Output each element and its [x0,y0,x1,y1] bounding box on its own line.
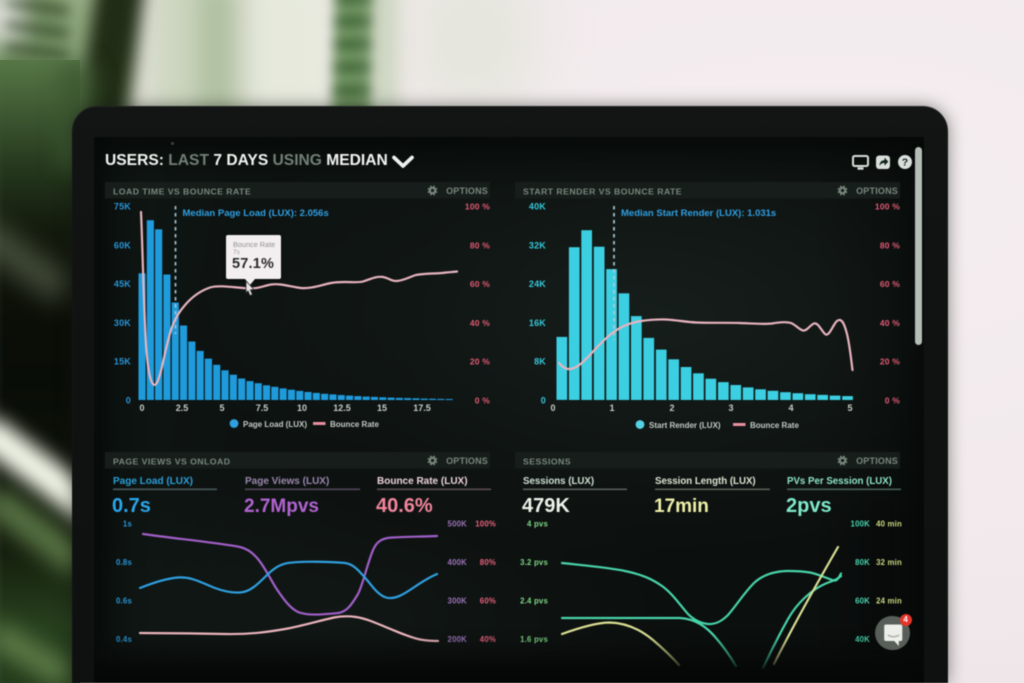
svg-text:Sessions (LUX): Sessions (LUX) [523,476,594,487]
svg-text:Bounce Rate: Bounce Rate [330,420,379,429]
svg-text:60 %: 60 % [880,279,900,289]
svg-text:LOAD TIME VS BOUNCE RATE: LOAD TIME VS BOUNCE RATE [113,187,251,197]
svg-text:8K: 8K [534,357,546,367]
svg-text:32 min: 32 min [876,558,902,567]
svg-text:75K: 75K [114,202,131,212]
svg-text:24 min: 24 min [876,597,902,606]
svg-text:3: 3 [728,403,733,413]
svg-text:60K: 60K [114,240,131,250]
svg-text:100%: 100% [475,520,496,529]
svg-text:Bounce Rate: Bounce Rate [750,421,799,430]
svg-text:80 %: 80 % [470,240,490,250]
svg-text:SESSIONS: SESSIONS [523,457,571,467]
svg-text:Bounce Rate (LUX): Bounce Rate (LUX) [377,476,468,487]
svg-text:32K: 32K [529,240,546,250]
svg-text:0: 0 [139,403,144,413]
svg-text:Median Page Load (LUX): 2.056s: Median Page Load (LUX): 2.056s [183,208,329,219]
svg-text:40 %: 40 % [470,318,490,328]
svg-text:30K: 30K [114,318,131,328]
svg-text:15K: 15K [114,357,131,367]
svg-text:40K: 40K [529,202,546,212]
svg-text:17min: 17min [654,496,709,517]
svg-text:479K: 479K [522,495,570,517]
svg-text:500K: 500K [448,520,468,529]
svg-text:40 min: 40 min [876,520,902,529]
svg-text:4 pvs: 4 pvs [527,520,548,529]
svg-text:0: 0 [126,396,131,406]
svg-text:Median Start Render (LUX): 1.0: Median Start Render (LUX): 1.031s [621,208,776,219]
svg-text:0 %: 0 % [475,396,490,406]
svg-text:2.4 pvs: 2.4 pvs [520,597,548,606]
svg-text:80 %: 80 % [880,240,900,250]
svg-text:2.5: 2.5 [176,403,189,413]
svg-text:100 %: 100 % [875,202,900,212]
svg-text:7.5: 7.5 [256,403,269,413]
svg-text:?: ? [902,157,908,169]
svg-text:400K: 400K [448,558,468,567]
svg-text:16K: 16K [529,318,546,328]
svg-text:40.6%: 40.6% [376,495,433,517]
svg-text:24K: 24K [529,279,546,289]
svg-text:Session Length (LUX): Session Length (LUX) [655,476,756,487]
svg-text:OPTIONS: OPTIONS [856,186,898,196]
svg-text:Page Views (LUX): Page Views (LUX) [245,476,329,487]
svg-text:40 %: 40 % [880,318,900,328]
svg-text:2pvs: 2pvs [786,495,832,517]
svg-text:12.5: 12.5 [333,403,351,413]
svg-text:5: 5 [847,403,852,413]
svg-text:1s: 1s [123,520,133,529]
svg-text:4: 4 [788,403,793,413]
svg-text:OPTIONS: OPTIONS [446,456,488,466]
svg-text:2: 2 [669,403,674,413]
svg-text:1: 1 [609,403,614,413]
svg-text:17.5: 17.5 [413,403,431,413]
svg-text:3.2 pvs: 3.2 pvs [520,558,548,567]
svg-text:START RENDER VS BOUNCE RATE: START RENDER VS BOUNCE RATE [523,187,682,197]
svg-text:20 %: 20 % [880,357,900,367]
svg-text:0: 0 [541,396,546,406]
svg-text:0: 0 [550,403,555,413]
svg-text:0.7s: 0.7s [112,495,151,517]
svg-text:2.7Mpvs: 2.7Mpvs [244,496,319,517]
svg-text:OPTIONS: OPTIONS [446,186,488,196]
svg-text:5: 5 [219,403,224,413]
svg-text:80K: 80K [855,558,870,567]
svg-text:100 %: 100 % [465,202,490,212]
svg-text:Page Load (LUX): Page Load (LUX) [243,420,307,429]
svg-text:OPTIONS: OPTIONS [856,456,898,466]
svg-text:60 %: 60 % [470,279,490,289]
svg-text:Start Render (LUX): Start Render (LUX) [649,421,721,430]
svg-text:300K: 300K [448,597,468,606]
svg-text:Page Load (LUX): Page Load (LUX) [113,476,193,487]
svg-text:15: 15 [377,403,387,413]
svg-text:60%: 60% [480,597,496,606]
svg-text:60K: 60K [855,597,870,606]
svg-text:45K: 45K [114,279,131,289]
svg-text:PAGE VIEWS VS ONLOAD: PAGE VIEWS VS ONLOAD [113,457,230,467]
svg-text:100K: 100K [851,520,871,529]
svg-text:80%: 80% [480,558,496,567]
svg-text:0.6s: 0.6s [116,597,132,606]
svg-text:0.8s: 0.8s [116,558,132,567]
svg-text:10: 10 [297,403,307,413]
svg-text:0 %: 0 % [885,396,900,406]
svg-text:PVs Per Session (LUX): PVs Per Session (LUX) [787,476,892,487]
svg-text:20 %: 20 % [470,357,490,367]
